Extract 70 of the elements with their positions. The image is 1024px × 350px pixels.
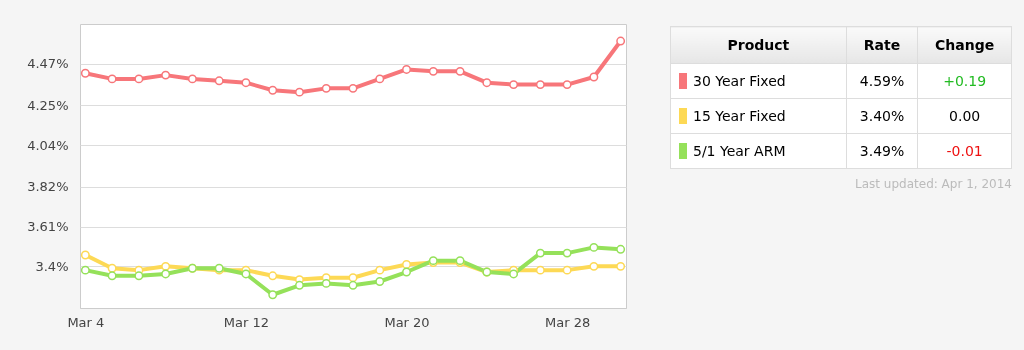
- point: [535, 265, 545, 275]
- point: [348, 280, 358, 290]
- point: [616, 244, 626, 254]
- point: [589, 261, 599, 271]
- point: [402, 260, 411, 269]
- legend-label: 5/1 Year ARM: [670, 133, 847, 169]
- y-tick-label: 3.82%: [27, 179, 69, 195]
- y-tick-label: 4.25%: [27, 97, 69, 113]
- point: [535, 248, 545, 258]
- point: [214, 76, 224, 86]
- text: Product: [670, 26, 847, 64]
- text: Last updated: Apr 1, 2014: [854, 177, 1012, 191]
- point: [616, 261, 626, 271]
- point: [402, 64, 411, 74]
- point: [134, 271, 144, 281]
- point: [107, 74, 117, 84]
- point: [80, 265, 90, 275]
- point: [80, 68, 90, 78]
- point: [187, 74, 197, 84]
- x-tick-label: Mar 20: [384, 314, 430, 330]
- text: 3.40%: [846, 98, 918, 134]
- point: [268, 85, 278, 95]
- point: [295, 280, 304, 290]
- text: +0.19: [917, 63, 1012, 99]
- point: [107, 263, 117, 273]
- point: [375, 74, 385, 84]
- point: [375, 265, 385, 275]
- point: [509, 80, 519, 90]
- point: [241, 269, 251, 279]
- point: [402, 267, 411, 277]
- point: [428, 66, 438, 76]
- x-tick-label: Mar 4: [67, 314, 105, 330]
- point: [562, 80, 572, 90]
- point: [134, 74, 144, 84]
- point: [482, 78, 492, 88]
- point: [589, 242, 599, 252]
- legend-label: 15 Year Fixed: [670, 98, 847, 134]
- point: [161, 269, 171, 279]
- text: Rate: [846, 26, 918, 64]
- point: [375, 277, 385, 286]
- point: [321, 278, 331, 288]
- text: 3.49%: [846, 133, 918, 169]
- x-tick-label: Mar 12: [223, 314, 270, 330]
- y-tick-label: 4.47%: [27, 56, 69, 72]
- text: -0.01: [917, 133, 1012, 169]
- point: [161, 70, 171, 80]
- point: [562, 248, 572, 258]
- point: [348, 83, 358, 93]
- point: [80, 250, 90, 260]
- point: [268, 290, 278, 300]
- point: [535, 80, 545, 90]
- y-tick-label: 3.4%: [35, 258, 69, 274]
- point: [455, 66, 465, 76]
- y-tick-label: 3.61%: [27, 219, 69, 235]
- text: Change: [917, 26, 1012, 64]
- point: [268, 271, 278, 281]
- point: [241, 78, 251, 88]
- point: [589, 72, 599, 82]
- point: [562, 265, 572, 275]
- point: [321, 83, 331, 93]
- point: [616, 36, 626, 46]
- legend-label: 30 Year Fixed: [670, 63, 847, 99]
- x-tick-label: Mar 28: [545, 314, 591, 330]
- text: 4.59%: [846, 63, 918, 99]
- point: [107, 271, 117, 281]
- point: [161, 261, 171, 271]
- point: [295, 87, 304, 97]
- y-tick-label: 4.04%: [27, 137, 69, 153]
- point: [509, 269, 519, 279]
- text: 0.00: [917, 98, 1012, 134]
